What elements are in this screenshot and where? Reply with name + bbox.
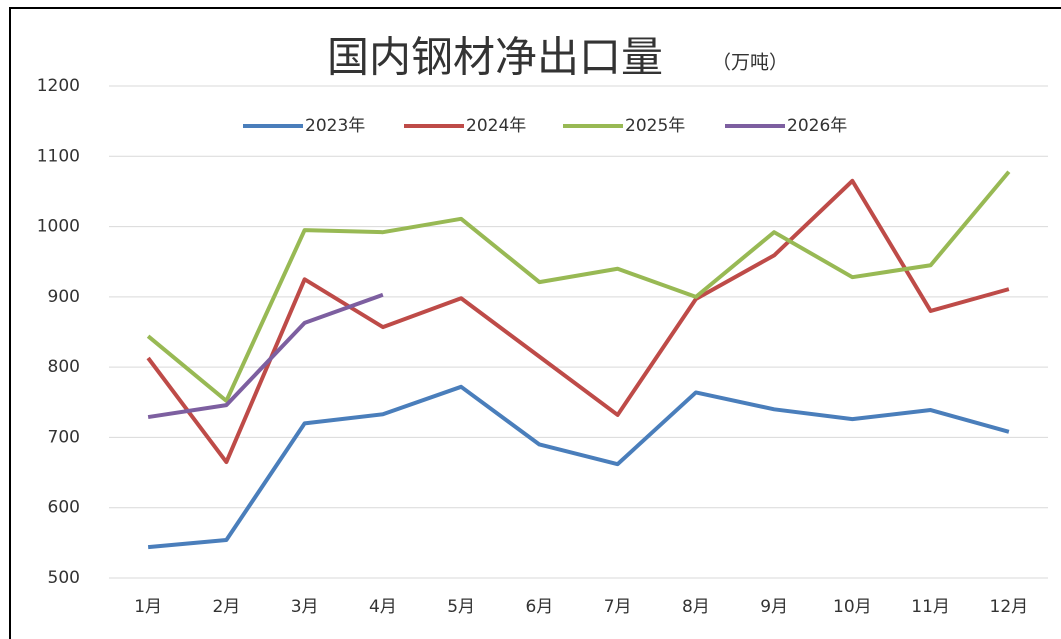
x-tick-label: 8月 — [682, 597, 710, 617]
series-line — [147, 384, 1010, 550]
chart-title: 国内钢材净出口量 — [327, 33, 663, 82]
y-tick-label: 1100 — [37, 146, 80, 166]
series-line — [147, 292, 384, 420]
legend-label: 2023年 — [305, 116, 365, 136]
y-tick-label: 600 — [48, 498, 80, 518]
x-tick-label: 10月 — [833, 597, 872, 617]
x-tick-label: 7月 — [604, 597, 632, 617]
series-line — [146, 178, 1010, 465]
y-tick-label: 700 — [48, 427, 80, 447]
x-tick-label: 2月 — [212, 597, 240, 617]
x-tick-label: 5月 — [447, 597, 475, 617]
x-tick-label: 1月 — [134, 597, 162, 617]
x-tick-label: 3月 — [291, 597, 319, 617]
y-tick-label: 1200 — [37, 76, 80, 96]
series-line — [146, 170, 1011, 403]
legend-label: 2024年 — [466, 116, 526, 136]
x-tick-label: 12月 — [990, 597, 1029, 617]
y-tick-label: 500 — [48, 568, 80, 588]
legend-label: 2026年 — [787, 116, 847, 136]
y-tick-label: 1000 — [37, 217, 80, 237]
frame — [9, 7, 1061, 639]
chart-subtitle: （万吨） — [712, 52, 788, 74]
x-tick-label: 11月 — [911, 597, 950, 617]
x-tick-label: 9月 — [760, 597, 788, 617]
x-tick-label: 6月 — [525, 597, 553, 617]
legend-label: 2025年 — [625, 116, 685, 136]
y-tick-label: 800 — [48, 357, 80, 377]
x-tick-label: 4月 — [369, 597, 397, 617]
y-tick-label: 900 — [48, 287, 80, 307]
